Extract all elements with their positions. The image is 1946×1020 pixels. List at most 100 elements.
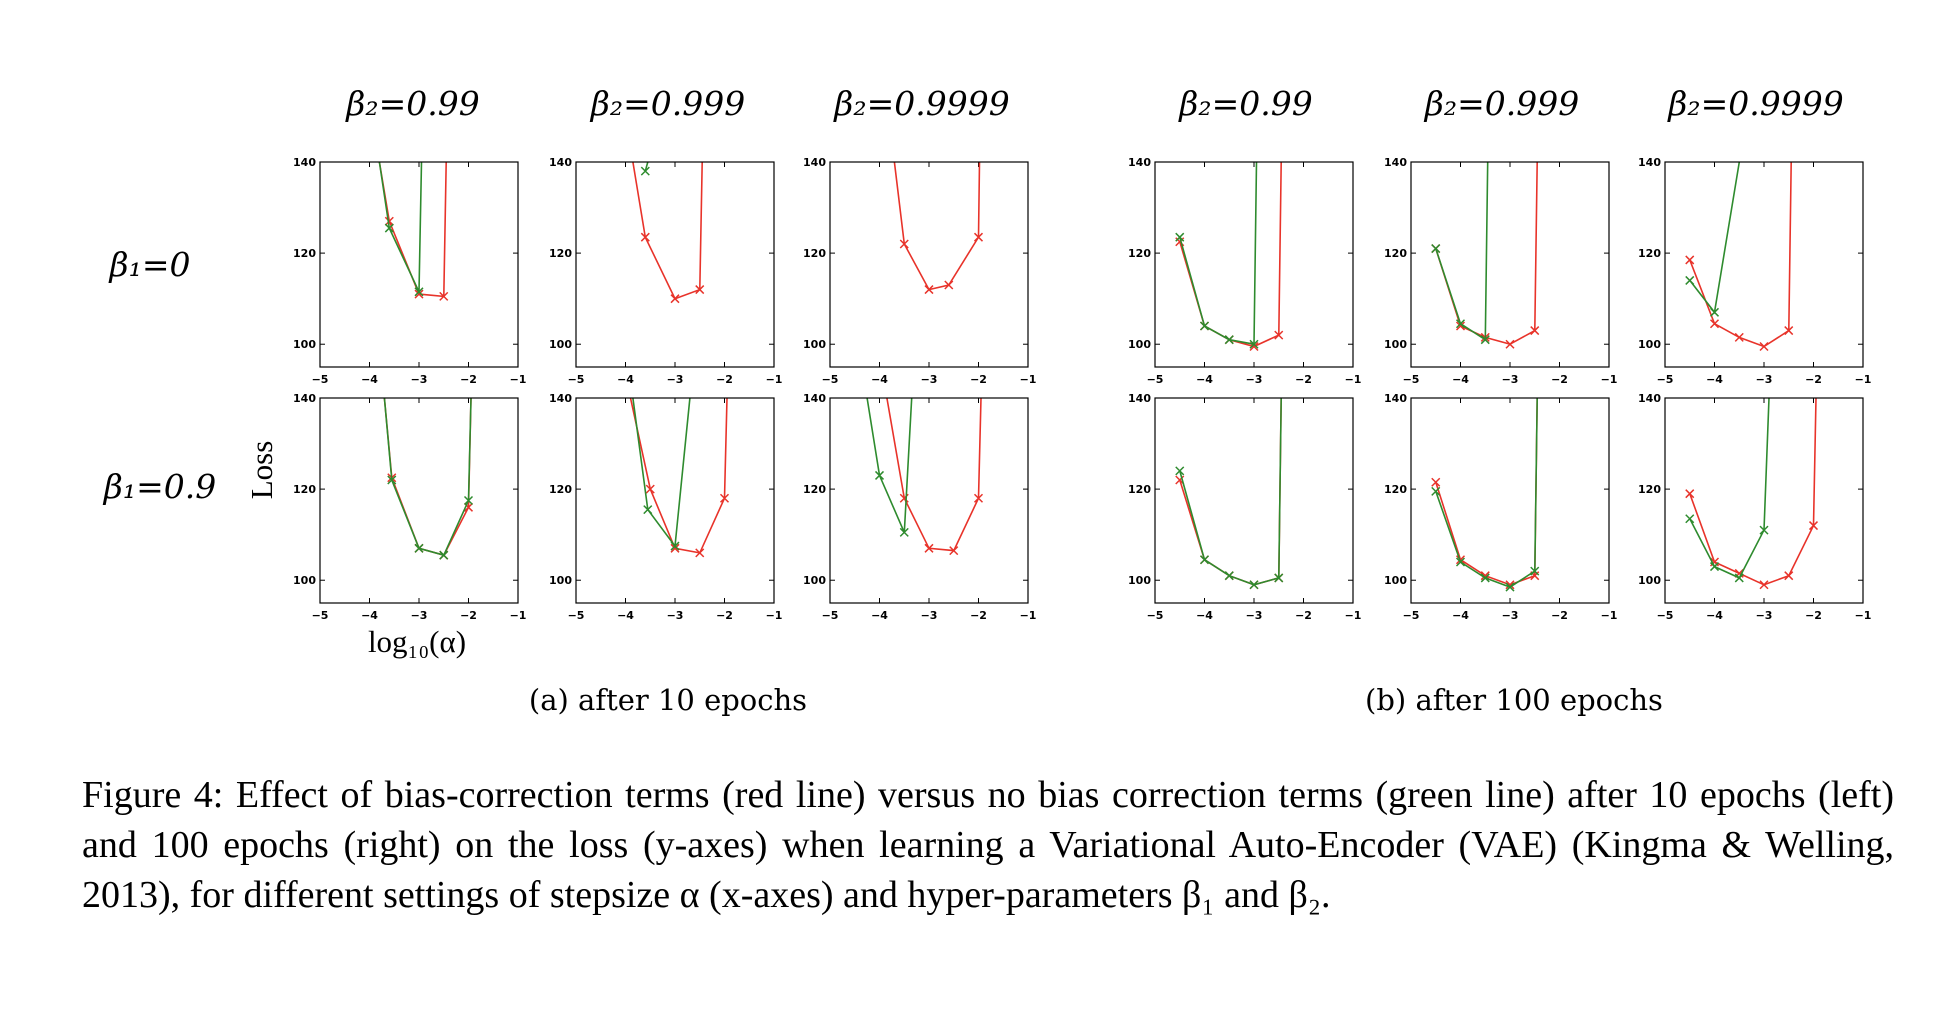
panel: 100 120 140 −5 −4 −3 −2 −1: [1128, 392, 1361, 622]
data-point-marker: [1249, 580, 1259, 590]
data-point-marker: [439, 550, 449, 560]
x-tick-label: −4: [1706, 373, 1723, 386]
panel-frame: [1410, 397, 1610, 604]
x-tick-label: −2: [1805, 609, 1822, 622]
x-tick-label: −1: [1020, 373, 1037, 386]
y-tick-label: 140: [293, 156, 316, 169]
data-point-marker: [899, 527, 909, 537]
x-tick-label: −5: [312, 609, 329, 622]
x-tick-label: −3: [411, 373, 428, 386]
data-point-marker: [1505, 339, 1515, 349]
data-point-marker: [1759, 341, 1769, 352]
data-point-marker: [1505, 582, 1515, 592]
y-tick-label: 120: [293, 247, 316, 260]
data-point-marker: [695, 285, 705, 295]
data-point-marker: [695, 548, 705, 558]
data-point-marker: [414, 289, 424, 299]
data-point-marker: [1808, 521, 1819, 531]
caption-text: Figure 4: Effect of bias-correction term…: [82, 774, 1894, 916]
data-point-marker: [924, 543, 934, 553]
y-tick-label: 120: [1384, 483, 1407, 496]
red-series-line: [629, 398, 728, 554]
x-tick-label: −2: [460, 373, 477, 386]
y-tick-label: 100: [1638, 338, 1661, 351]
panel: 100 120 140 −5 −4 −3 −2 −1: [1638, 156, 1871, 386]
y-tick-label: 100: [1384, 574, 1407, 587]
panel: 100 120 140 −5 −4 −3 −2 −1: [1638, 392, 1871, 622]
beta1-label: β₁=0: [108, 245, 191, 284]
y-tick-label: 120: [1128, 247, 1151, 260]
x-tick-label: −2: [970, 373, 987, 386]
x-tick-label: −3: [667, 373, 684, 386]
data-point-marker: [899, 239, 909, 249]
x-tick-label: −1: [1855, 609, 1872, 622]
data-point-marker: [1685, 275, 1695, 285]
green-series-line: [644, 162, 649, 172]
data-point-marker: [670, 294, 680, 304]
panel: 100 120 140 −5 −4 −3 −2 −1: [1384, 156, 1617, 386]
data-point-marker: [1709, 307, 1720, 317]
data-point-marker: [1224, 335, 1234, 345]
x-tick-label: −4: [1196, 373, 1213, 386]
green-series-line: [1689, 398, 1770, 579]
data-point-marker: [1734, 332, 1744, 342]
data-point-marker: [1709, 562, 1720, 572]
x-tick-label: −5: [1403, 609, 1420, 622]
y-tick-label: 100: [1128, 574, 1151, 587]
panel: 100 120 140 −5 −4 −3 −2 −1: [293, 392, 526, 622]
panel-frame: [829, 397, 1029, 604]
data-point-marker: [384, 223, 394, 233]
data-point-marker: [1530, 326, 1540, 336]
panel-frame: [1410, 161, 1610, 368]
data-point-marker: [439, 291, 449, 301]
panel: 100 120 140 −5 −4 −3 −2 −1: [803, 156, 1036, 386]
data-point-marker: [1455, 557, 1466, 567]
y-tick-label: 120: [549, 483, 572, 496]
figure: β₂=0.99 β₂=0.999 β₂=0.9999 β₂=0.99 β₂=0.…: [102, 84, 1872, 717]
green-series-line: [1435, 398, 1538, 588]
data-point-marker: [1431, 477, 1441, 487]
x-tick-label: −3: [921, 609, 938, 622]
data-point-marker: [645, 484, 655, 494]
x-tick-label: −5: [312, 373, 329, 386]
x-tick-label: −4: [1452, 609, 1469, 622]
panel: 100 120 140 −5 −4 −3 −2 −1: [549, 392, 782, 622]
beta2-label: β₂=0.9999: [1666, 84, 1843, 123]
panel: 100 120 140 −5 −4 −3 −2 −1: [1128, 156, 1361, 386]
x-tick-label: −3: [1502, 373, 1519, 386]
x-tick-label: −4: [361, 609, 378, 622]
x-tick-label: −2: [716, 373, 733, 386]
data-point-marker: [1759, 580, 1769, 590]
panel: 100 120 140 −5 −4 −3 −2 −1: [293, 156, 526, 386]
x-tick-label: −2: [1805, 373, 1822, 386]
y-tick-label: 120: [549, 247, 572, 260]
green-series-line: [1179, 398, 1282, 586]
data-point-marker: [1431, 244, 1441, 254]
data-point-marker: [1784, 571, 1794, 581]
beta2-labels: β₂=0.99 β₂=0.999 β₂=0.9999 β₂=0.99 β₂=0.…: [344, 84, 1843, 123]
y-tick-label: 120: [803, 483, 826, 496]
data-point-marker: [1759, 525, 1769, 535]
data-point-marker: [640, 232, 650, 242]
data-point-marker: [1505, 580, 1515, 590]
x-tick-label: −1: [1020, 609, 1037, 622]
x-tick-label: −5: [568, 609, 585, 622]
x-tick-label: −2: [1295, 373, 1312, 386]
data-point-marker: [1685, 489, 1695, 499]
panel-frame: [575, 161, 775, 368]
figure-caption: Figure 4: Effect of bias-correction term…: [82, 770, 1894, 920]
panel-frame: [575, 397, 775, 604]
beta2-label: β₂=0.99: [1177, 84, 1312, 123]
y-tick-label: 140: [1638, 156, 1661, 169]
x-tick-label: −2: [716, 609, 733, 622]
data-point-marker: [384, 216, 394, 226]
x-tick-label: −2: [1551, 609, 1568, 622]
x-tick-label: −3: [1756, 373, 1773, 386]
x-tick-label: −1: [1345, 609, 1362, 622]
y-tick-label: 120: [803, 247, 826, 260]
x-tick-label: −4: [617, 609, 634, 622]
x-tick-label: −3: [1502, 609, 1519, 622]
data-point-marker: [1175, 232, 1185, 242]
x-tick-label: −4: [1706, 609, 1723, 622]
